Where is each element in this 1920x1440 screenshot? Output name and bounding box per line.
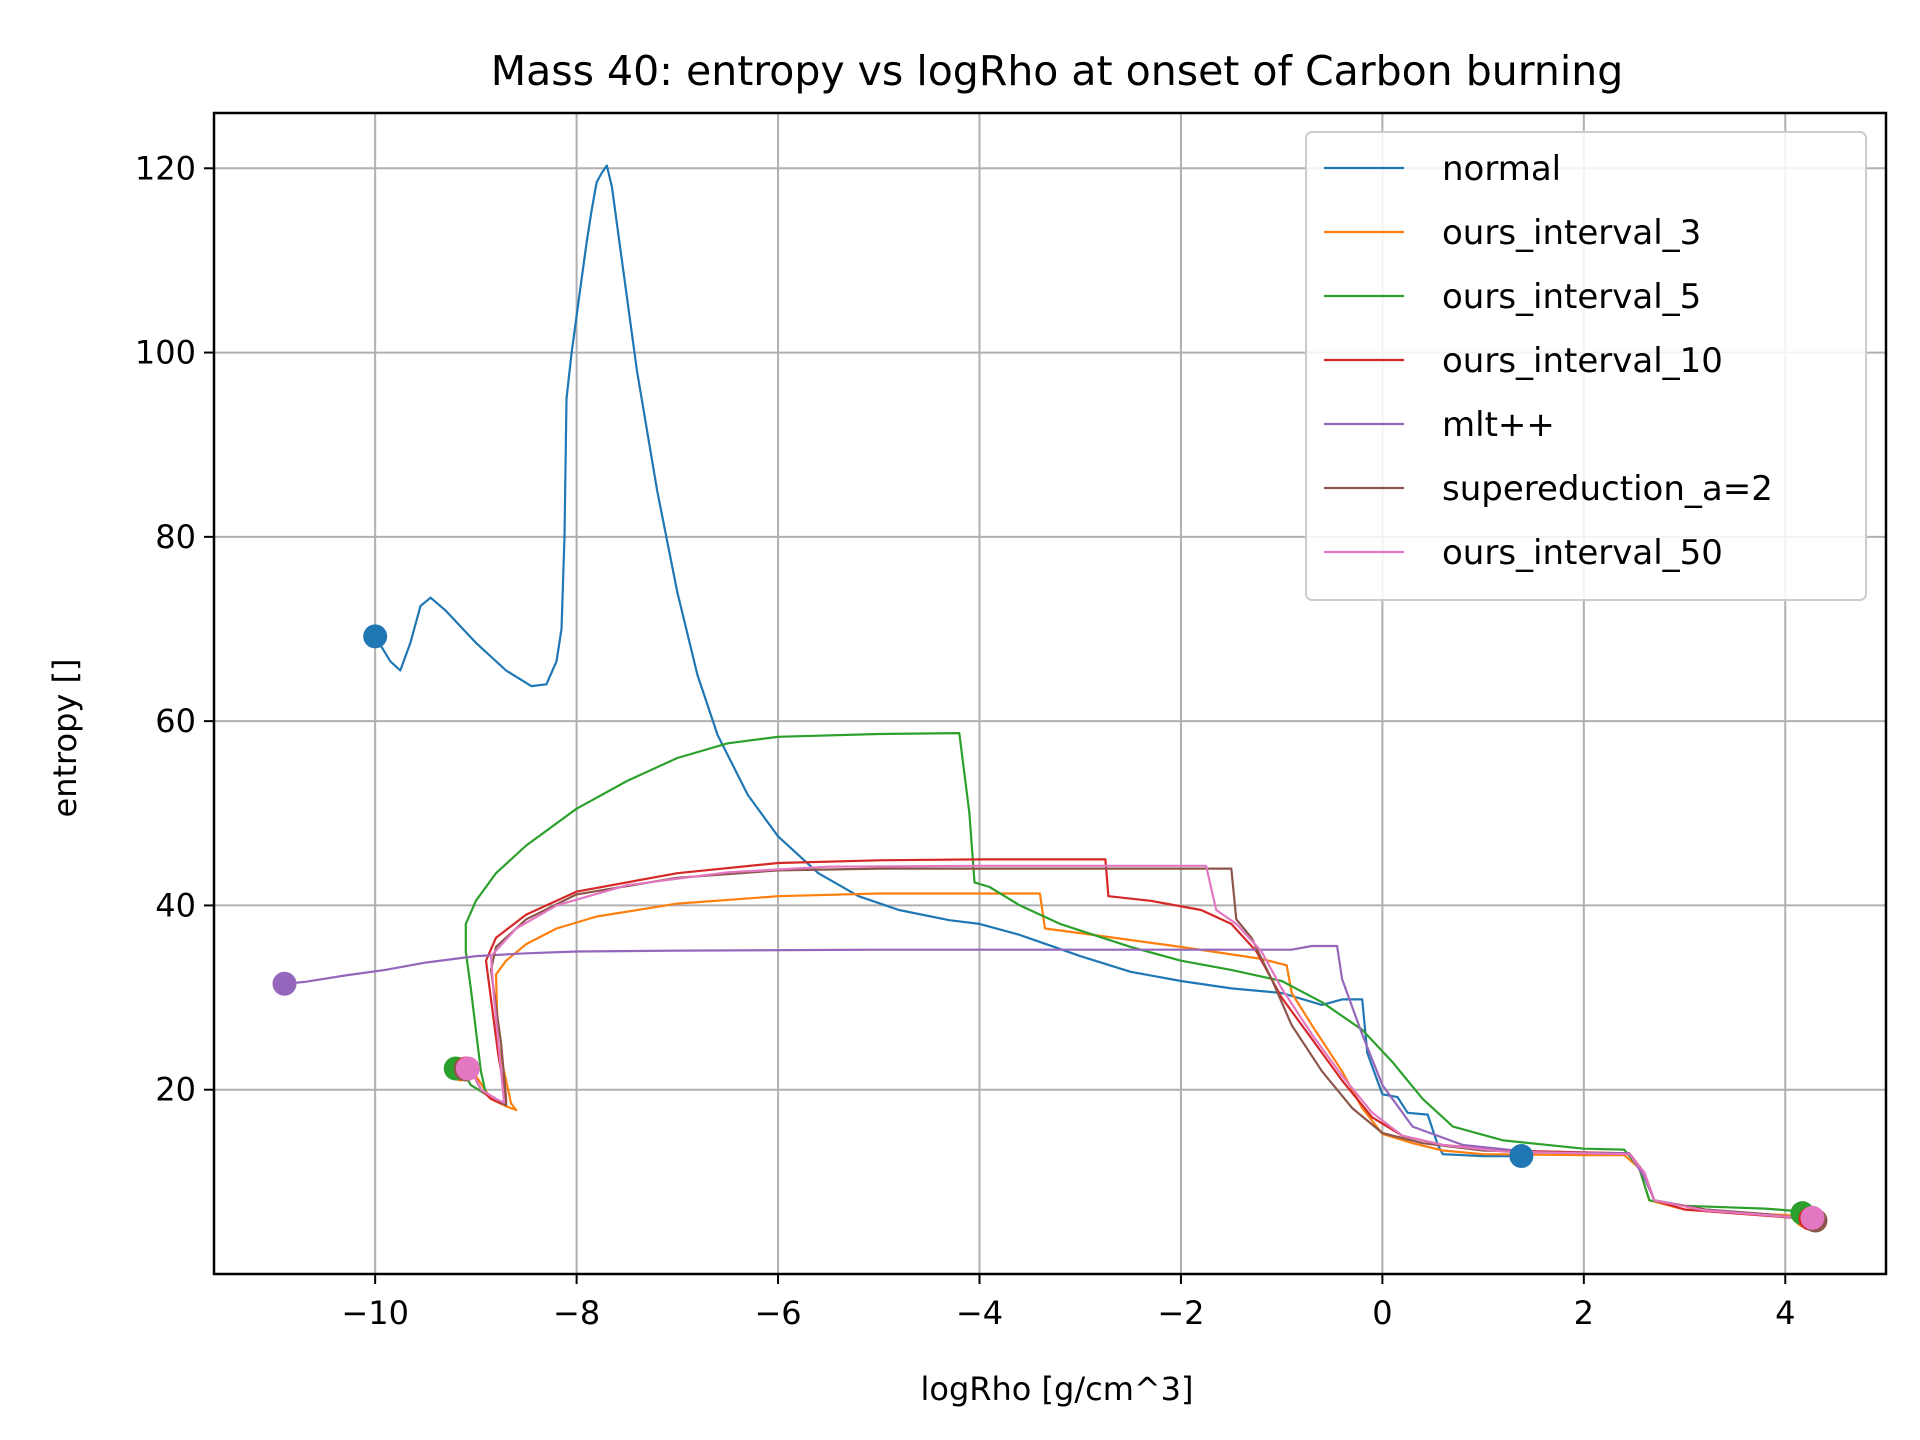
y-tick-label: 40 [155, 886, 196, 924]
series-marker-mlt++ [272, 971, 297, 996]
legend-label: ours_interval_50 [1442, 533, 1723, 573]
legend-label: supereduction_a=2 [1442, 469, 1773, 509]
x-tick-label: −4 [956, 1294, 1003, 1332]
x-tick-label: 4 [1775, 1294, 1795, 1332]
x-tick-label: 2 [1574, 1294, 1594, 1332]
x-tick-label: −2 [1157, 1294, 1204, 1332]
x-tick-label: −8 [553, 1294, 600, 1332]
legend: normal ours_interval_3 ours_interval_5ours… [1305, 131, 1867, 601]
legend-label: mlt++ [1442, 405, 1555, 445]
x-tick-label: −10 [341, 1294, 409, 1332]
series-marker-normal [363, 624, 388, 649]
series-line-ours_interval_50 [469, 864, 1812, 1220]
plot-frame [212, 111, 1888, 1276]
y-tick-label: 100 [135, 334, 196, 372]
y-tick-label: 120 [135, 149, 196, 187]
y-tick-label: 80 [155, 518, 196, 556]
x-tick-label: −6 [754, 1294, 801, 1332]
x-tick-label: 0 [1372, 1294, 1392, 1332]
series-marker-ours_interval_50 [1800, 1205, 1825, 1230]
legend-label: ours_interval_10 [1442, 341, 1723, 381]
legend-label: normal [1442, 149, 1561, 189]
y-tick-label: 60 [155, 702, 196, 740]
legend-label: ours_interval_3 [1442, 213, 1701, 253]
legend-label: ours_interval_5 [1442, 277, 1701, 317]
chart-title: Mass 40: entropy vs logRho at onset of C… [491, 47, 1624, 95]
y-axis-label: entropy [] [46, 659, 84, 818]
legend-box [1305, 131, 1867, 601]
plot-series [283, 164, 1817, 1222]
y-tick-label: 20 [155, 1071, 196, 1109]
series-marker-ours_interval_50 [455, 1056, 480, 1081]
series-line-ours_interval_5 [459, 732, 1802, 1213]
series-marker-normal [1509, 1144, 1534, 1169]
plot-markers [272, 624, 1828, 1233]
series-line-normal [374, 164, 1523, 1158]
axis-ticks: −10 −8 −6 −4 −2 0 2 4 20 40 60 80 100 120 [135, 149, 1796, 1332]
x-axis-label: logRho [g/cm^3] [920, 1370, 1193, 1408]
series-line-mlt++ [283, 944, 1807, 1220]
